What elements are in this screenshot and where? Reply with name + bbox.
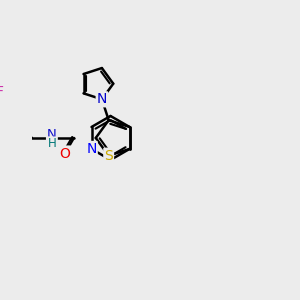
- Text: N: N: [47, 128, 57, 141]
- Text: O: O: [59, 146, 70, 161]
- Text: S: S: [104, 149, 113, 163]
- Text: H: H: [47, 137, 56, 150]
- Text: N: N: [86, 142, 97, 156]
- Text: F: F: [0, 85, 4, 99]
- Text: N: N: [97, 92, 107, 106]
